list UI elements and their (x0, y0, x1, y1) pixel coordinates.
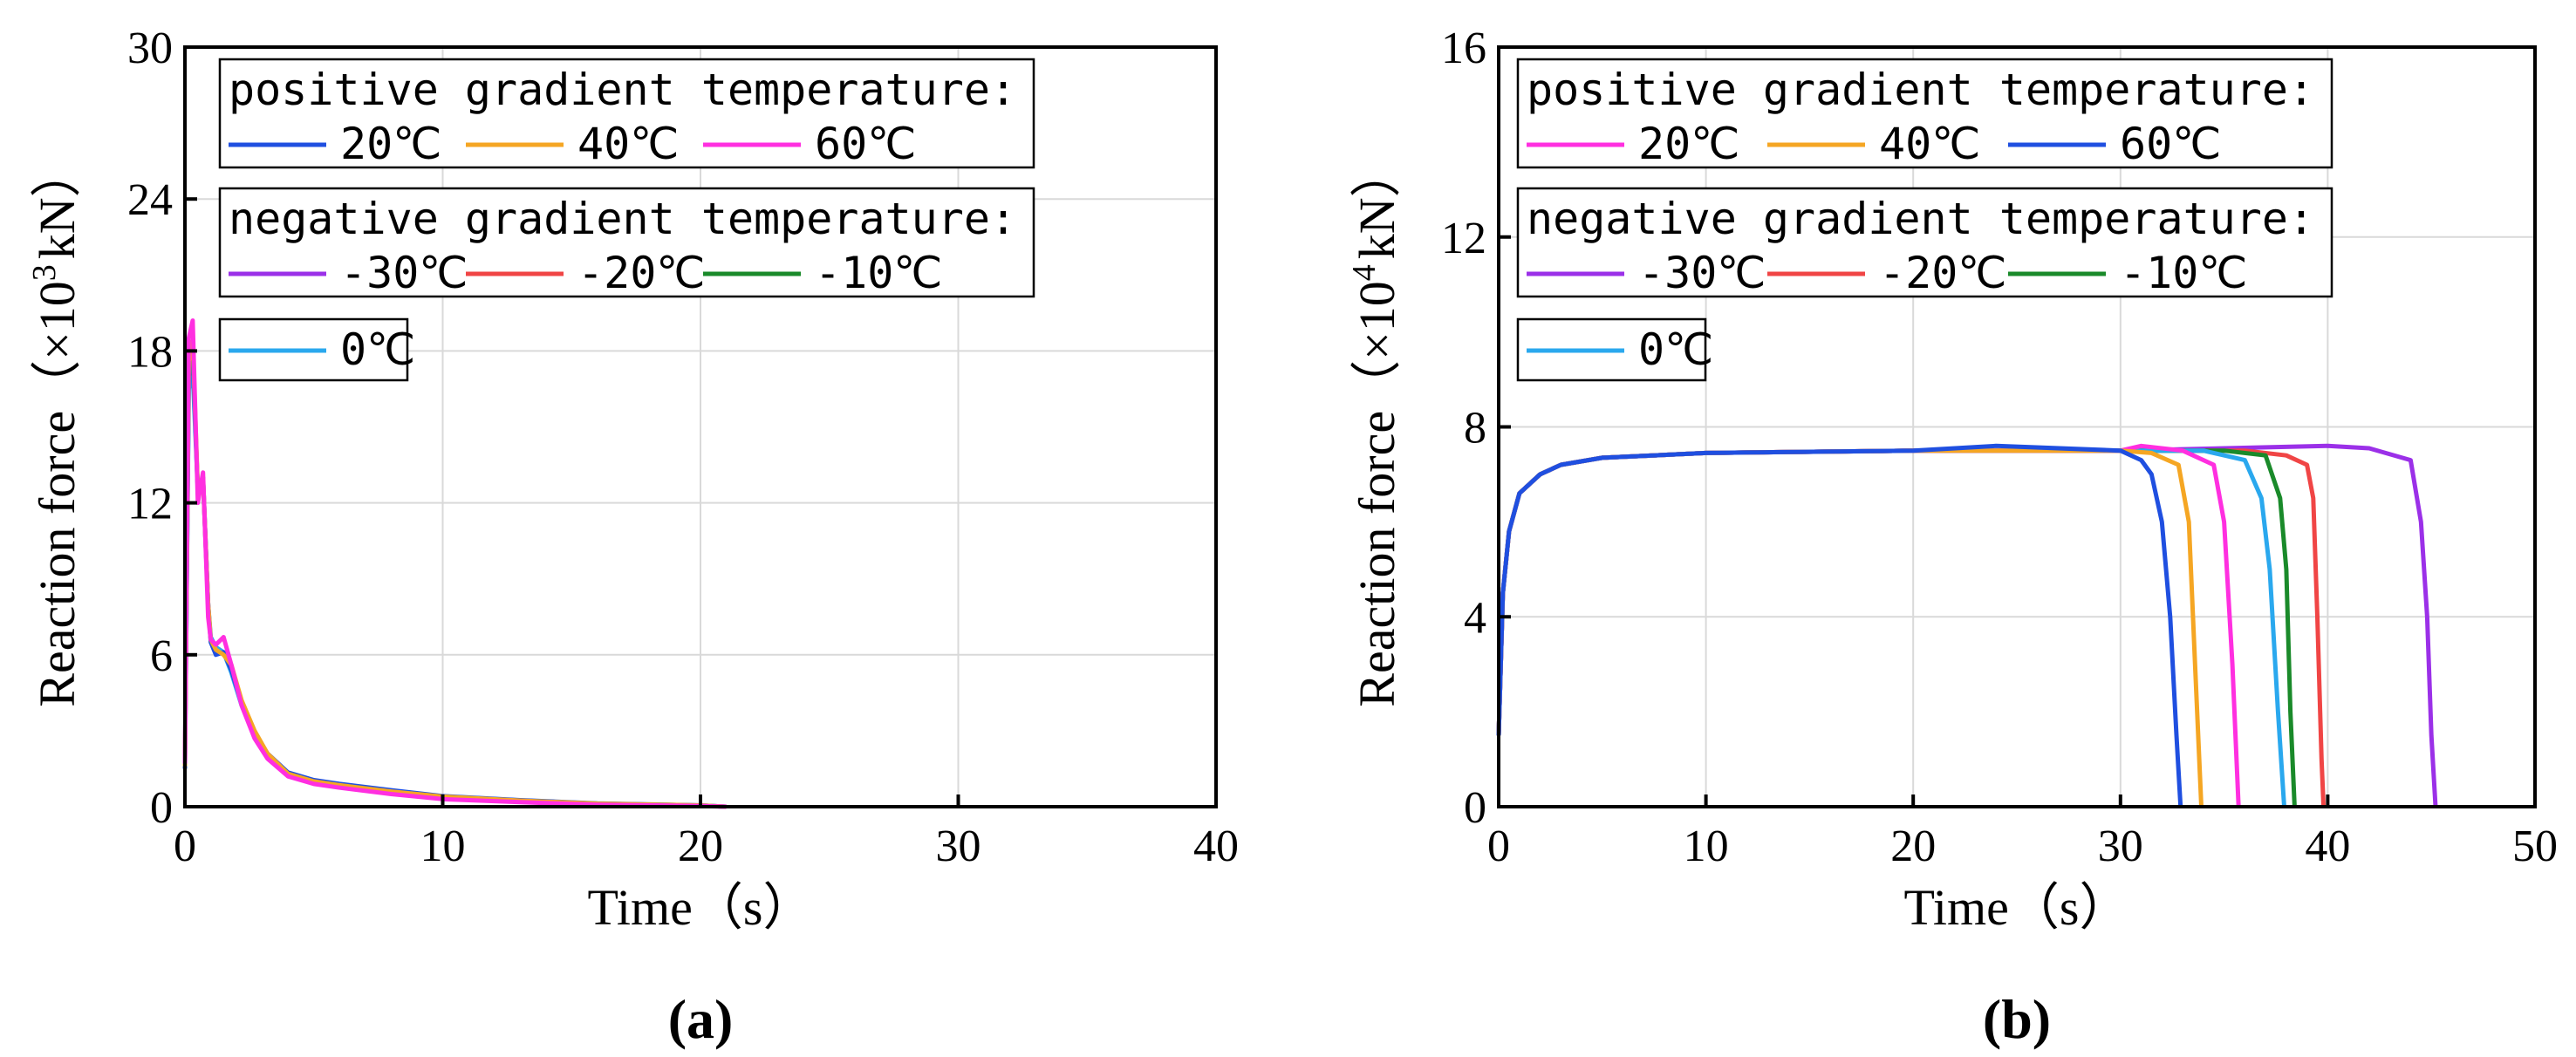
series-line-1 (182, 369, 727, 809)
y-axis-label-main-b: Reaction force（×10 (1349, 281, 1405, 706)
y-tick-label: 30 (127, 24, 173, 73)
x-tick-label: 30 (2098, 822, 2143, 871)
legend-title: positive gradient temperature: (229, 65, 1016, 115)
legend-entry-label: 60℃ (815, 119, 916, 169)
x-tick-label: 0 (174, 822, 196, 871)
y-axis-label-exp-b: 4 (1346, 264, 1383, 281)
x-tick-label: 20 (678, 822, 723, 871)
y-tick-label: 24 (127, 175, 173, 225)
series-line-4 (1496, 448, 2286, 808)
legend-entry-label: 40℃ (1879, 119, 1980, 169)
x-axis-label-a: Time（s） (588, 879, 814, 936)
x-tick-label: 20 (1890, 822, 1936, 871)
legend-box: 0℃ (1516, 317, 1713, 382)
panel-label-b: (b) (1983, 988, 2051, 1050)
series-line-2 (182, 353, 727, 809)
panel-label-a: (a) (668, 988, 734, 1050)
y-tick-label: 0 (150, 783, 173, 833)
legend-frame (1516, 187, 2333, 298)
series-line-3 (182, 338, 727, 809)
legend-box: negative gradient temperature:-30℃ -20℃ -1… (218, 187, 1035, 298)
legend-entry-label: 0℃ (340, 324, 415, 375)
ticks-a: 0 10 20 30 40 0 6 12 18 24 30 (127, 24, 1239, 871)
legend-entry-label: 20℃ (340, 119, 441, 169)
series-line-6 (1496, 448, 2204, 808)
legend-box: negative gradient temperature:-30℃ -20℃ -1… (1516, 187, 2333, 298)
chart-panel-a: 0 10 20 30 40 0 6 12 18 24 30 Time（s） Reaction for… (26, 24, 1239, 1050)
x-tick-label: 30 (936, 822, 981, 871)
x-tick-label: 10 (1684, 822, 1729, 871)
legend-frame (218, 58, 1035, 169)
y-axis-label-a: Reaction force（×103 kN） (26, 147, 85, 706)
series-group-b (1496, 443, 2438, 808)
y-tick-label: 6 (150, 631, 173, 681)
legend-entry-label: 0℃ (1638, 324, 1713, 375)
y-tick-label: 16 (1441, 24, 1486, 73)
legend-entry-label: -20℃ (1879, 248, 2006, 298)
x-tick-label: 40 (1193, 822, 1239, 871)
y-axis-label-exp-a: 3 (26, 264, 63, 281)
x-tick-label: 10 (420, 822, 466, 871)
x-tick-label: 50 (2512, 822, 2558, 871)
y-axis-label-unit-b: kN） (1349, 147, 1405, 259)
chart-panel-b: 0 10 20 30 40 50 0 4 8 12 16 Time（s） Reaction forc… (1346, 24, 2558, 1050)
y-tick-label: 4 (1464, 593, 1486, 643)
series-line-1 (1496, 443, 2438, 808)
legend-box: 0℃ (218, 317, 415, 382)
legend-entry-label: 40℃ (577, 119, 679, 169)
legend-box: positive gradient temperature:20℃ 40℃ 60℃ (1516, 58, 2333, 169)
legend-title: positive gradient temperature: (1527, 65, 2314, 115)
y-tick-label: 12 (1441, 214, 1486, 263)
legend-entry-label: 60℃ (2120, 119, 2221, 169)
legend-b: positive gradient temperature:20℃ 40℃ 60℃ n… (1516, 58, 2333, 382)
legend-entry-label: -10℃ (815, 248, 942, 298)
series-line-7 (1496, 443, 2183, 808)
legend-a: positive gradient temperature:20℃ 40℃ 60℃ n… (218, 58, 1035, 382)
y-axis-label-main-a: Reaction force（×10 (29, 281, 85, 706)
legend-entry-label: -10℃ (2120, 248, 2247, 298)
legend-title: negative gradient temperature: (1527, 194, 2314, 244)
series-line-3 (1496, 448, 2297, 808)
ticks-b: 0 10 20 30 40 50 0 4 8 12 16 (1441, 24, 2558, 871)
y-axis-label-unit-a: kN） (29, 147, 85, 259)
x-tick-label: 40 (2305, 822, 2350, 871)
y-tick-label: 0 (1464, 783, 1486, 833)
y-tick-label: 18 (127, 327, 173, 377)
legend-frame (218, 187, 1035, 298)
y-tick-label: 8 (1464, 404, 1486, 453)
series-line-4 (182, 318, 727, 809)
series-group-a (182, 318, 727, 809)
legend-entry-label: -20℃ (577, 248, 705, 298)
legend-title: negative gradient temperature: (229, 194, 1016, 244)
legend-entry-label: -30℃ (1638, 248, 1766, 298)
legend-entry-label: -30℃ (340, 248, 468, 298)
legend-entry-label: 20℃ (1638, 119, 1739, 169)
x-tick-label: 0 (1487, 822, 1510, 871)
legend-box: positive gradient temperature:20℃ 40℃ 60℃ (218, 58, 1035, 169)
x-axis-label-b: Time（s） (1904, 879, 2130, 936)
y-axis-label-b: Reaction force（×104 kN） (1346, 147, 1405, 706)
y-tick-label: 12 (127, 480, 173, 529)
legend-frame (1516, 58, 2333, 169)
series-line-5 (1496, 443, 2241, 808)
